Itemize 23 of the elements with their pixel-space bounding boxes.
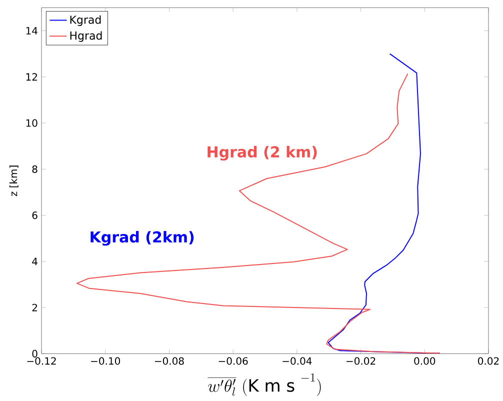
x-tick-label: −0.10 (91, 357, 120, 365)
x-tick-label: −0.04 (282, 357, 312, 365)
y-tick-label: 4 (32, 258, 38, 266)
y-tick-label: 12 (26, 73, 37, 81)
y-tick-label: 14 (26, 27, 38, 34)
x-tick-label: −0.02 (346, 357, 376, 365)
line-series (76, 73, 440, 354)
y-tick-label: 6 (32, 211, 38, 220)
y-tick-label: 2 (32, 304, 37, 312)
x-axis-title: $\overline{w'\theta'_{l}}\ (\mathrm{K\ m\ s}^{\ -1})$ (208, 373, 321, 396)
legend-label: Hgrad (70, 31, 102, 42)
legend-label: Kgrad (70, 15, 101, 26)
y-tick-label: 10 (26, 119, 38, 127)
y-tick-label: 0 (32, 350, 38, 358)
x-tick-label: 0.00 (414, 357, 436, 365)
x-tick-label: 0.02 (478, 357, 499, 365)
annotation: Hgrad (2 km) (208, 146, 317, 161)
y-axis-title: z [km] (9, 166, 18, 196)
x-tick-label: −0.06 (218, 357, 248, 365)
x-tick-label: −0.08 (154, 357, 184, 365)
annotation: Kgrad (2km) (90, 231, 194, 246)
x-tick-label: −0.12 (27, 357, 56, 365)
y-tick-label: 8 (32, 165, 38, 173)
